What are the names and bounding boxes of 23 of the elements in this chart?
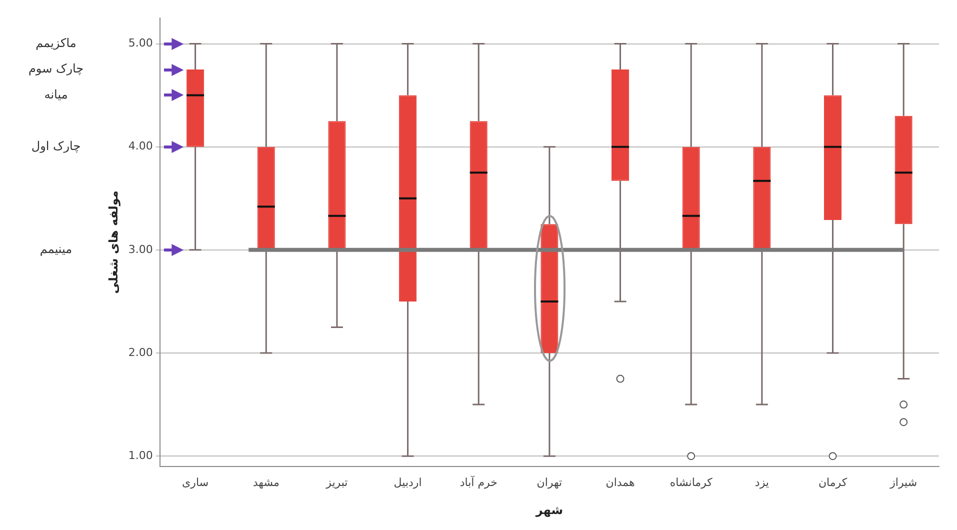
y-axis-title: مولفه های شغلی: [106, 190, 120, 294]
text: میانه: [44, 87, 68, 102]
y-tick-label: 5.00: [128, 36, 153, 50]
y-tick-label: 1.00: [128, 448, 153, 462]
y-tick-label: 4.00: [128, 140, 153, 153]
x-tick-label: یزد: [754, 476, 769, 489]
text: چارک اول: [31, 138, 81, 153]
x-tick-label: تبریز: [325, 476, 348, 489]
text: چارک سوم: [28, 62, 84, 76]
text: مینیمم: [40, 242, 72, 256]
x-tick-label: کرمانشاه: [670, 476, 714, 489]
x-tick-label: شیراز: [889, 476, 918, 489]
x-axis-title: شهر: [534, 502, 564, 517]
x-tick-label: مشهد: [252, 476, 280, 489]
x-tick-label: اردبیل: [394, 476, 422, 489]
text: ماکزیمم: [36, 36, 76, 50]
x-tick-label: خرم آباد: [460, 474, 498, 489]
x-tick-label: همدان: [606, 476, 636, 489]
y-tick-label: 3.00: [128, 242, 153, 256]
x-tick-label: ساری: [182, 476, 209, 489]
x-tick-label: کرمان: [818, 476, 848, 489]
y-tick-label: 2.00: [128, 346, 153, 359]
x-tick-label: تهران: [536, 476, 562, 489]
